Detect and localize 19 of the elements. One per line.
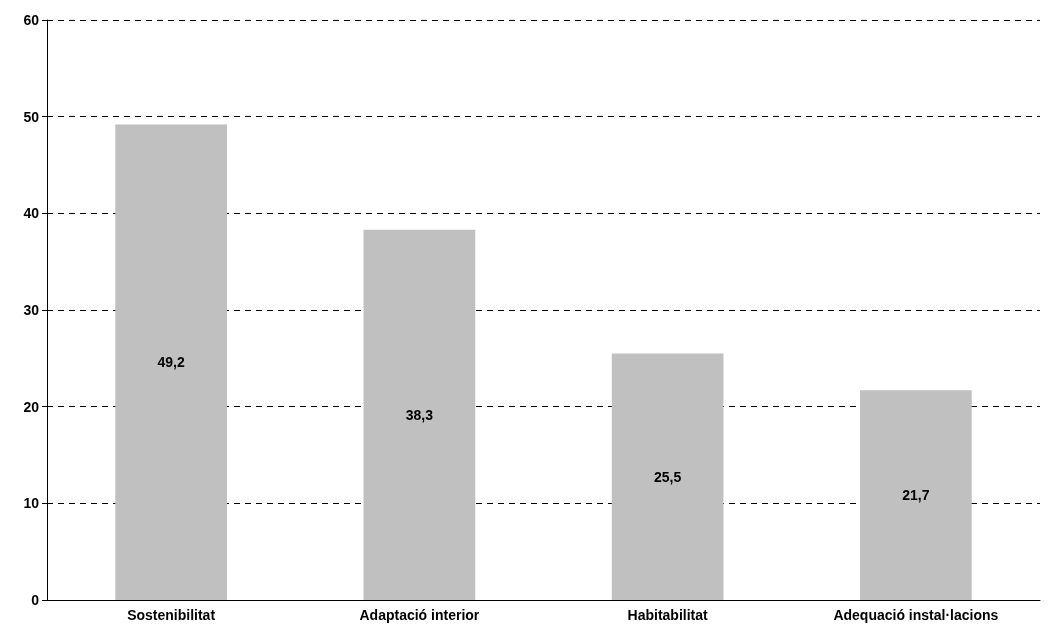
data-label: 25,5 [654,468,682,485]
y-tick-label: 10 [23,495,40,512]
data-label: 21,7 [902,487,930,504]
data-label: 38,3 [405,406,434,423]
y-tick-label: 0 [31,592,40,608]
data-label: 49,2 [157,354,185,371]
x-tick-label: Adaptació interior [359,607,480,623]
y-tick-label: 60 [23,12,40,28]
y-tick-label: 20 [23,398,40,415]
bar [115,124,227,600]
x-tick-label: Sostenibilitat [127,607,216,623]
y-tick-label: 40 [23,205,40,222]
bar [363,229,476,600]
bar [611,353,724,600]
y-tick-label: 30 [23,302,40,318]
bar [860,390,972,600]
y-tick-label: 50 [23,108,40,125]
x-tick-label: Adequació instal·lacions [833,607,999,623]
x-tick-label: Habitabilitat [627,607,709,623]
